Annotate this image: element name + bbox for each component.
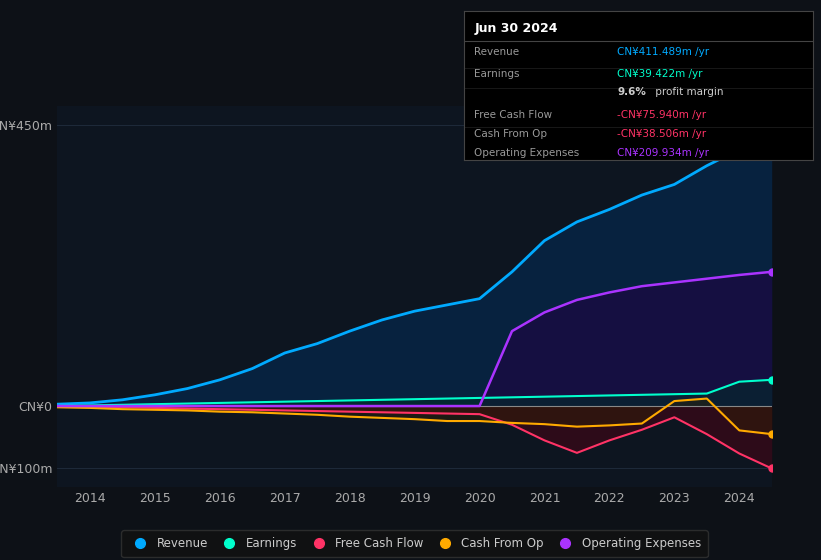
Text: Cash From Op: Cash From Op (475, 129, 548, 139)
Text: Earnings: Earnings (475, 69, 520, 80)
Text: -CN¥75.940m /yr: -CN¥75.940m /yr (617, 110, 707, 119)
Text: CN¥39.422m /yr: CN¥39.422m /yr (617, 69, 703, 80)
Text: 9.6%: 9.6% (617, 87, 646, 97)
Text: CN¥209.934m /yr: CN¥209.934m /yr (617, 148, 709, 158)
Text: CN¥411.489m /yr: CN¥411.489m /yr (617, 47, 709, 57)
Legend: Revenue, Earnings, Free Cash Flow, Cash From Op, Operating Expenses: Revenue, Earnings, Free Cash Flow, Cash … (122, 530, 708, 557)
Text: Free Cash Flow: Free Cash Flow (475, 110, 553, 119)
Text: profit margin: profit margin (653, 87, 724, 97)
Text: -CN¥38.506m /yr: -CN¥38.506m /yr (617, 129, 707, 139)
Text: Jun 30 2024: Jun 30 2024 (475, 22, 557, 35)
Text: Operating Expenses: Operating Expenses (475, 148, 580, 158)
Text: Revenue: Revenue (475, 47, 520, 57)
